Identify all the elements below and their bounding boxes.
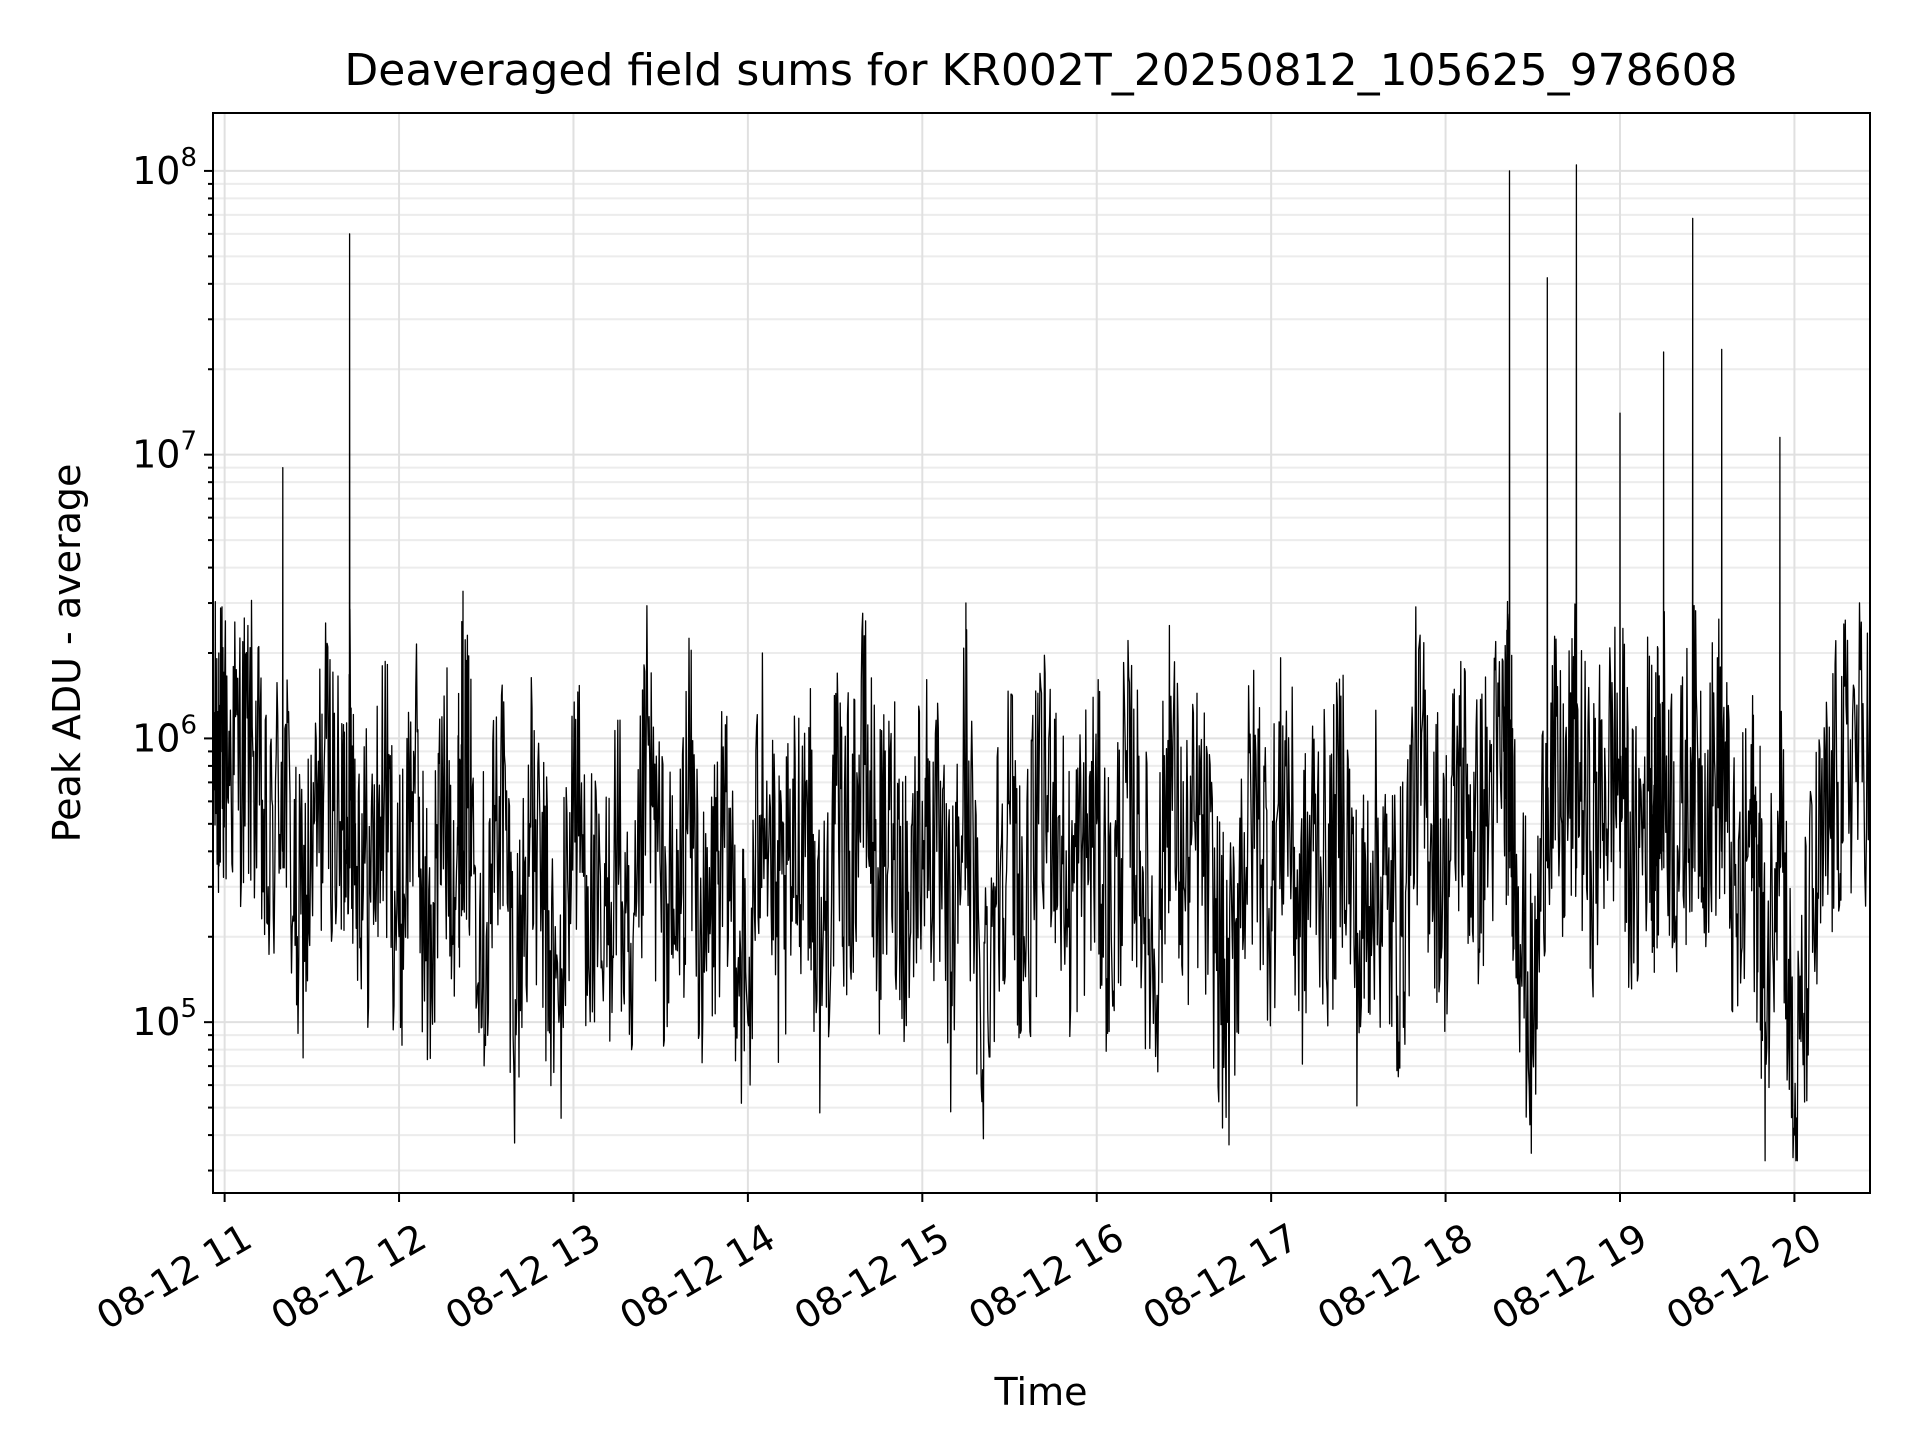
y-tick-label: 107: [132, 427, 197, 477]
data-series-line: [212, 164, 1871, 1162]
y-tick-label: 106: [132, 710, 197, 760]
y-tick-label: 105: [132, 994, 197, 1044]
chart-title: Deaveraged field sums for KR002T_2025081…: [344, 45, 1737, 96]
x-axis-label: Time: [994, 1370, 1088, 1414]
y-tick-label: 108: [132, 143, 197, 193]
y-axis-label: Peak ADU - average: [45, 464, 89, 843]
y-axis: 105 106 107 108: [132, 143, 213, 1172]
